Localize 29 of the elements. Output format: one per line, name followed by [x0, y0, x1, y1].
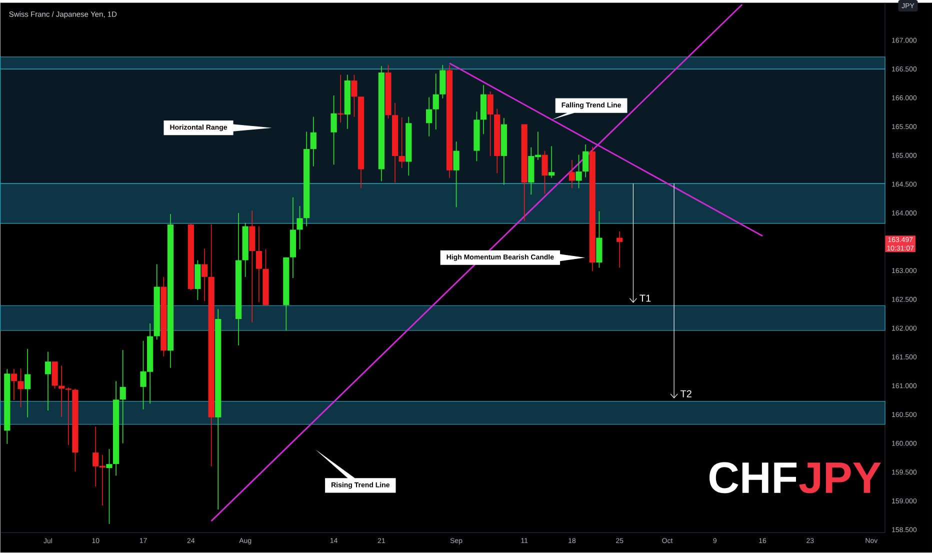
- candlestick: [576, 154, 582, 189]
- candlestick: [65, 387, 72, 446]
- candlestick: [426, 97, 432, 137]
- candlestick: [106, 448, 112, 525]
- candlestick: [432, 73, 439, 130]
- candlestick: [24, 348, 31, 418]
- candlestick: [330, 95, 337, 166]
- candlestick: [568, 160, 576, 189]
- candlestick: [18, 368, 24, 408]
- annotation: JPY: [799, 462, 881, 494]
- candlestick: [548, 146, 555, 178]
- candlestick: [256, 226, 262, 303]
- candlestick: [10, 368, 18, 401]
- candlestick: [351, 74, 358, 118]
- candlestick: [296, 206, 303, 250]
- annotation: CHF: [710, 462, 796, 494]
- candlestick: [487, 91, 494, 157]
- annotation: T2: [680, 390, 692, 398]
- candlestick: [58, 365, 65, 418]
- candlestick: [44, 352, 52, 412]
- candlestick: [201, 248, 208, 302]
- annotation: T1: [640, 294, 651, 302]
- candlestick: [310, 116, 316, 167]
- candlestick: [542, 150, 548, 195]
- candlestick: [616, 231, 623, 268]
- candlestick: [582, 144, 589, 178]
- candlestick: [453, 141, 460, 208]
- candlestick: [120, 350, 126, 444]
- candlestick: [398, 117, 405, 169]
